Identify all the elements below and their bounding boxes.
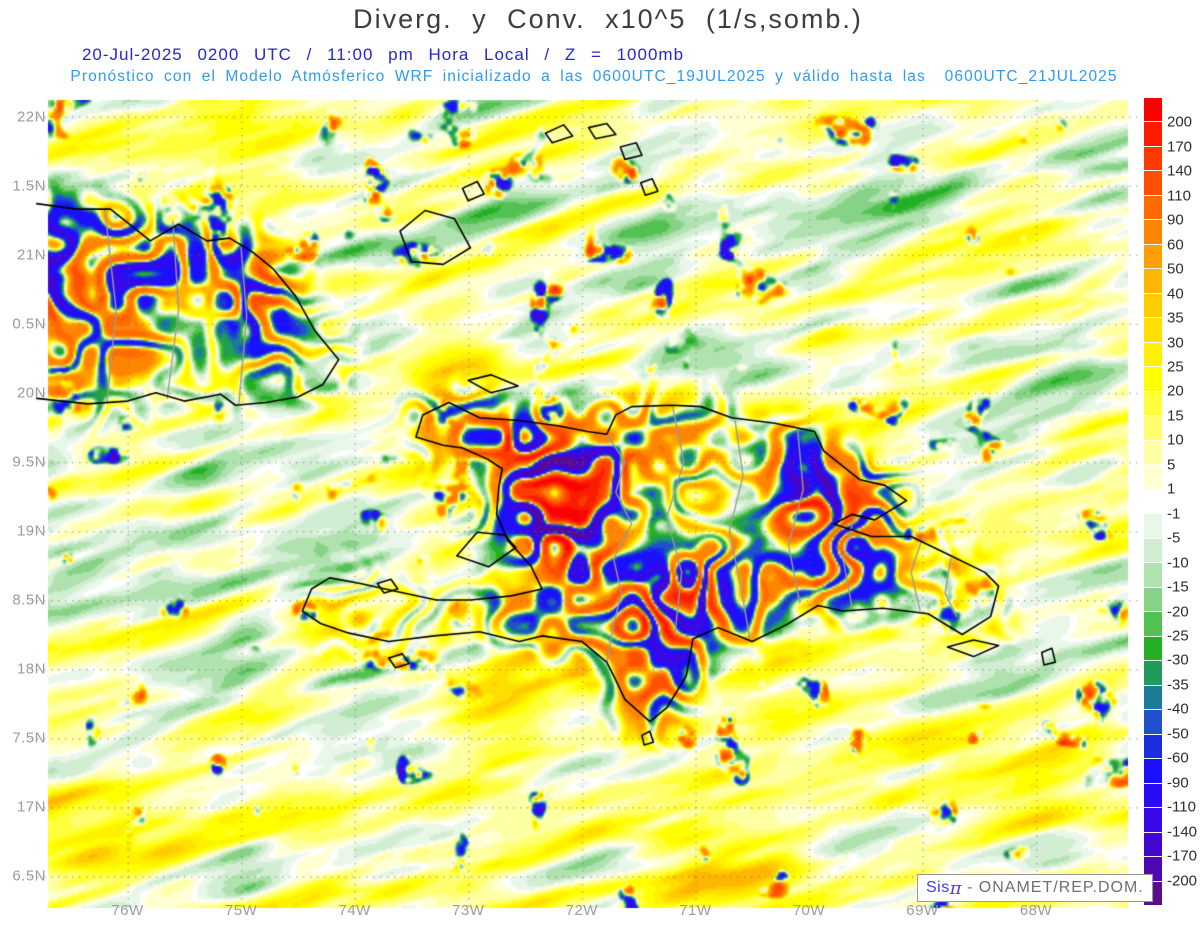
- colorbar-label: -170: [1167, 847, 1198, 865]
- y-axis-label: 19N: [16, 522, 46, 540]
- colorbar-segment: [1144, 635, 1162, 661]
- colorbar-label: -200: [1167, 872, 1198, 890]
- colorbar-label: -15: [1167, 578, 1189, 596]
- colorbar-segment: [1144, 366, 1162, 391]
- colorbar-segment: [1144, 586, 1162, 612]
- colorbar-label: -140: [1167, 823, 1198, 841]
- colorbar-segment: [1144, 758, 1162, 783]
- colorbar-segment: [1144, 268, 1162, 293]
- colorbar-segment: [1144, 611, 1162, 636]
- colorbar-label: -60: [1167, 749, 1189, 767]
- colorbar-segment: [1144, 317, 1162, 342]
- y-axis-label: 1.5N: [12, 177, 46, 195]
- x-axis-label: 74W: [338, 902, 371, 919]
- colorbar-label: -20: [1167, 603, 1189, 621]
- colorbar-segment: [1144, 219, 1162, 244]
- colorbar-label: 200: [1167, 113, 1193, 131]
- colorbar-segment: [1144, 831, 1162, 857]
- pi-logo-icon: π: [949, 877, 962, 899]
- colorbar-label: -30: [1167, 651, 1189, 669]
- y-axis-label: 20N: [16, 384, 46, 402]
- watermark-box: Sis π - ONAMET/REP.DOM.: [917, 874, 1153, 902]
- colorbar-segment: [1144, 660, 1162, 685]
- colorbar-label: 30: [1167, 334, 1184, 352]
- colorbar-label: 170: [1167, 138, 1193, 156]
- colorbar-segment: [1144, 439, 1162, 465]
- colorbar-label: 1: [1167, 480, 1176, 498]
- colorbar-segment: [1144, 390, 1162, 416]
- y-axis-label: 22N: [16, 108, 46, 126]
- colorbar-segment: [1144, 170, 1162, 195]
- colorbar-label: -10: [1167, 554, 1189, 572]
- page-title: Diverg. y Conv. x10^5 (1/s,somb.): [353, 4, 863, 34]
- colorbar-segment: [1144, 807, 1162, 832]
- colorbar-segment: [1144, 292, 1162, 318]
- y-axis-label: 17N: [16, 798, 46, 816]
- colorbar-label: -35: [1167, 676, 1189, 694]
- y-axis-label: 8.5N: [12, 591, 46, 609]
- watermark-onamet: - ONAMET/REP.DOM.: [961, 879, 1144, 896]
- y-axis-label: 7.5N: [12, 729, 46, 747]
- colorbar-label: 20: [1167, 382, 1184, 400]
- colorbar-segment: [1144, 684, 1162, 710]
- colorbar-segment: [1144, 145, 1162, 171]
- colorbar-label: 60: [1167, 236, 1184, 254]
- colorbar-label: -40: [1167, 700, 1189, 718]
- x-axis-label: 69W: [906, 902, 939, 919]
- x-axis-label: 70W: [792, 902, 826, 919]
- colorbar-segment: [1144, 341, 1162, 367]
- colorbar-label: 35: [1167, 309, 1184, 327]
- colorbar-segment: [1144, 464, 1162, 489]
- x-axis-label: 68W: [1019, 902, 1053, 919]
- colorbar-segment: [1144, 782, 1162, 808]
- y-axis-label: 6.5N: [12, 867, 46, 885]
- colorbar-segment: [1144, 513, 1162, 538]
- x-axis-label: 75W: [224, 902, 258, 919]
- colorbar-label: 15: [1167, 407, 1184, 425]
- colorbar-label: -50: [1167, 725, 1189, 743]
- y-axis-label: 18N: [16, 660, 46, 678]
- colorbar-segment: [1144, 562, 1162, 587]
- colorbar-label: -25: [1167, 627, 1189, 645]
- y-axis-label: 9.5N: [12, 453, 46, 471]
- colorbar-segment: [1144, 733, 1162, 759]
- model-init-line: Pronóstico con el Modelo Atmósferico WRF…: [70, 68, 1118, 85]
- x-axis-label: 71W: [679, 902, 712, 919]
- x-axis-label: 73W: [452, 902, 485, 919]
- colorbar: [1144, 98, 1162, 905]
- colorbar-segment: [1144, 98, 1162, 122]
- colorbar-segment: [1144, 709, 1162, 734]
- colorbar-label: -1: [1167, 505, 1181, 523]
- colorbar-label: 50: [1167, 260, 1184, 278]
- colorbar-label: 5: [1167, 456, 1176, 474]
- y-axis-label: 21N: [16, 246, 46, 264]
- colorbar-label: -110: [1167, 798, 1196, 816]
- colorbar-segment: [1144, 243, 1162, 269]
- colorbar-segment: [1144, 488, 1162, 514]
- x-axis-label: 72W: [565, 902, 598, 919]
- x-axis-label: 76W: [111, 902, 144, 919]
- watermark-sis: Sis: [926, 879, 950, 896]
- colorbar-label: -5: [1167, 529, 1181, 547]
- colorbar-label: 10: [1167, 431, 1184, 449]
- colorbar-label: 40: [1167, 285, 1184, 303]
- valid-time-line: 20-Jul-2025 0200 UTC / 11:00 pm Hora Loc…: [81, 45, 685, 64]
- colorbar-segment: [1144, 537, 1162, 563]
- colorbar-segment: [1144, 194, 1162, 220]
- y-axis-label: 0.5N: [12, 315, 46, 333]
- colorbar-label: 90: [1167, 211, 1184, 229]
- colorbar-segment: [1144, 121, 1162, 146]
- colorbar-segment: [1144, 415, 1162, 440]
- colorbar-label: 140: [1167, 162, 1193, 180]
- colorbar-label: -90: [1167, 774, 1189, 792]
- colorbar-label: 25: [1167, 358, 1184, 376]
- colorbar-label: 110: [1167, 187, 1191, 205]
